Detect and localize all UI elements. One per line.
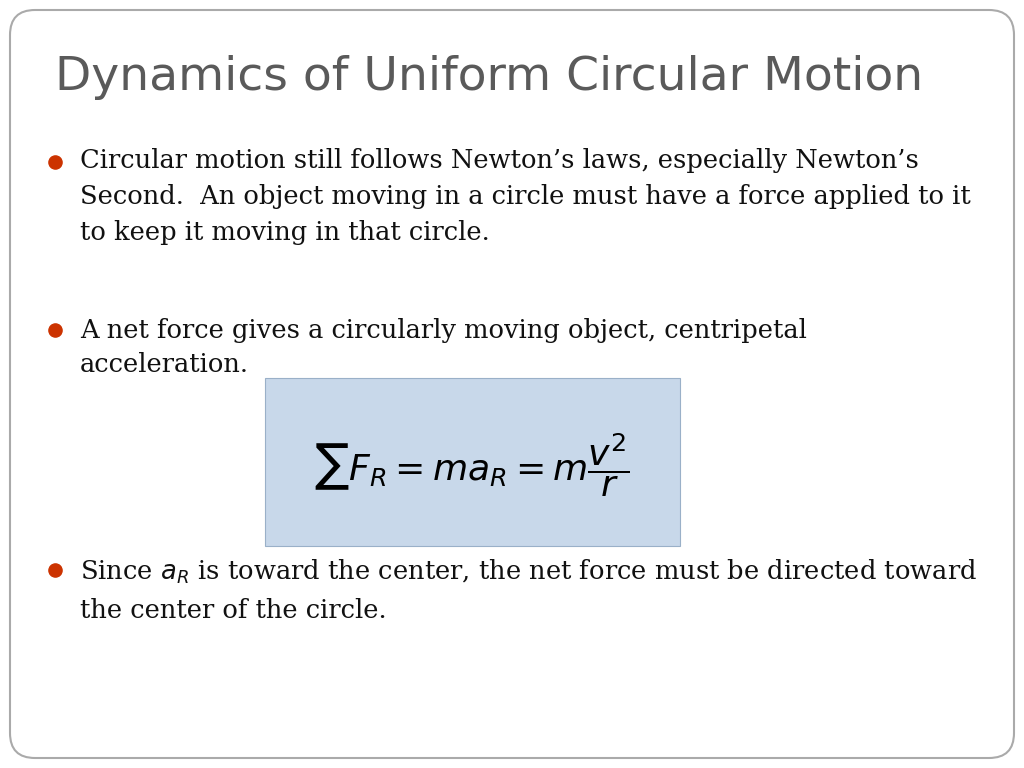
Point: [47, 564, 63, 576]
Text: A net force gives a circularly moving object, centripetal: A net force gives a circularly moving ob…: [80, 318, 807, 343]
Point: [47, 156, 63, 168]
Text: $\sum F_R = ma_R = m\dfrac{v^2}{r}$: $\sum F_R = ma_R = m\dfrac{v^2}{r}$: [314, 432, 630, 498]
Text: Dynamics of Uniform Circular Motion: Dynamics of Uniform Circular Motion: [55, 55, 923, 101]
Text: Circular motion still follows Newton’s laws, especially Newton’s
Second.  An obj: Circular motion still follows Newton’s l…: [80, 148, 971, 245]
FancyBboxPatch shape: [10, 10, 1014, 758]
Text: Since $a_R$ is toward the center, the net force must be directed toward
the cent: Since $a_R$ is toward the center, the ne…: [80, 558, 977, 623]
Point: [47, 324, 63, 336]
Text: acceleration.: acceleration.: [80, 352, 249, 377]
FancyBboxPatch shape: [265, 378, 680, 546]
